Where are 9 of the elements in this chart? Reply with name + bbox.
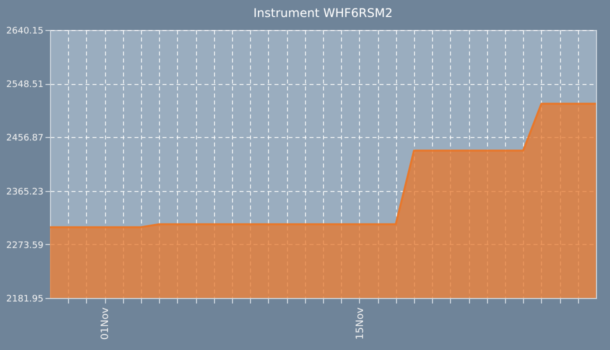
y-tick-label: 2365.23 bbox=[6, 187, 44, 198]
x-tick-label: 15Nov bbox=[354, 307, 366, 340]
y-tick-label: 2456.87 bbox=[6, 134, 44, 144]
y-tick-label: 2273.59 bbox=[6, 240, 44, 251]
x-tick-label: 01Nov bbox=[100, 307, 112, 340]
y-tick-label: 2181.95 bbox=[6, 294, 44, 304]
y-tick-label: 2640.15 bbox=[6, 26, 44, 36]
y-tick-label: 2548.51 bbox=[6, 80, 44, 90]
chart-title: Instrument WHF6RSM2 bbox=[253, 6, 393, 20]
